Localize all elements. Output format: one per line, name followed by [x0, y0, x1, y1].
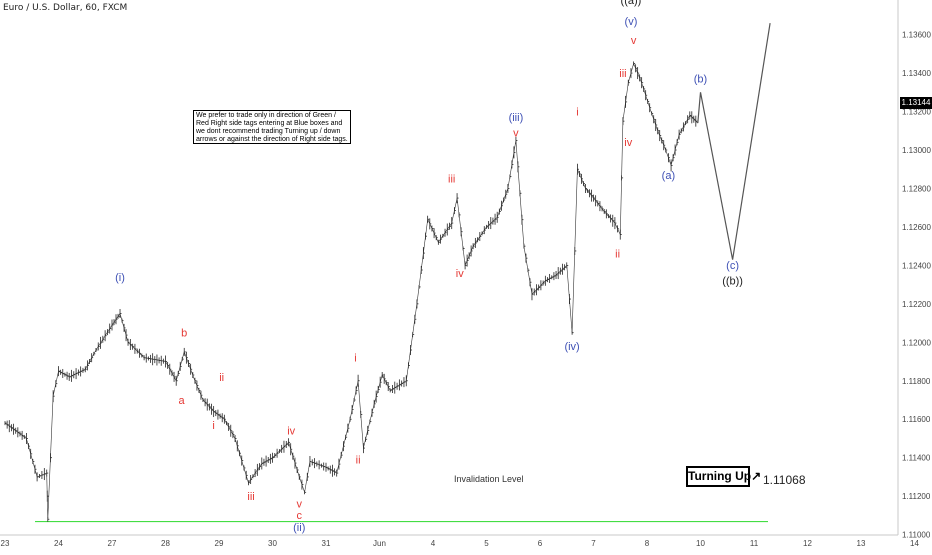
- x-tick-label: 31: [322, 539, 331, 548]
- y-tick-label: 1.11600: [902, 415, 931, 424]
- x-tick-label: 30: [268, 539, 277, 548]
- wave-label: c: [297, 510, 303, 522]
- invalidation-value: 1.11068: [763, 473, 806, 487]
- y-tick-label: 1.12000: [902, 338, 931, 347]
- x-tick-label: 23: [1, 539, 10, 548]
- turning-up-label: Turning Up: [688, 469, 752, 483]
- wave-label: iii: [448, 174, 455, 186]
- wave-label: iv: [287, 426, 295, 438]
- y-tick-label: 1.11200: [902, 492, 931, 501]
- wave-label: v: [631, 35, 637, 47]
- wave-label: iv: [456, 268, 464, 280]
- wave-label: v: [513, 128, 519, 140]
- wave-label: ((b)): [722, 276, 743, 288]
- wave-label: i: [212, 420, 214, 432]
- current-price-tag: 1.13144: [900, 97, 932, 109]
- x-tick-label: 13: [857, 539, 866, 548]
- wave-label: i: [354, 353, 356, 365]
- wave-label: (a): [662, 170, 675, 182]
- x-tick-label: Jun: [373, 539, 386, 548]
- y-tick-label: 1.12400: [902, 261, 931, 270]
- x-tick-label: 29: [215, 539, 224, 548]
- y-tick-label: 1.13600: [902, 31, 931, 40]
- wave-label: ii: [615, 249, 620, 261]
- wave-label: i: [576, 106, 578, 118]
- wave-label: (iii): [509, 112, 524, 124]
- wave-label: v: [297, 499, 303, 511]
- x-tick-label: 24: [54, 539, 63, 548]
- wave-label: iii: [247, 491, 254, 503]
- wave-label: b: [181, 328, 187, 340]
- x-tick-label: 28: [161, 539, 170, 548]
- wave-label: iii: [619, 68, 626, 80]
- wave-label: (i): [115, 272, 125, 284]
- turning-up-box: Turning Up↗: [686, 466, 761, 487]
- y-tick-label: 1.11800: [902, 377, 931, 386]
- projection-path: [697, 23, 771, 260]
- wave-label: ii: [219, 372, 224, 384]
- x-tick-label: 4: [431, 539, 436, 548]
- y-tick-label: 1.11400: [902, 454, 931, 463]
- y-tick-label: 1.12200: [902, 300, 931, 309]
- y-tick-label: 1.13200: [902, 108, 931, 117]
- wave-label: (v): [625, 16, 638, 28]
- arrow-up-icon: ↗: [751, 469, 762, 483]
- wave-label: (c): [726, 260, 739, 272]
- y-tick-label: 1.12800: [902, 184, 931, 193]
- wave-label: ((a)): [621, 0, 642, 7]
- chart-title: Euro / U.S. Dollar, 60, FXCM: [3, 3, 128, 13]
- trading-note: We prefer to trade only in direction of …: [193, 110, 351, 144]
- wave-label: ii: [356, 454, 361, 466]
- x-tick-label: 7: [591, 539, 596, 548]
- x-tick-label: 11: [750, 539, 759, 548]
- y-tick-label: 1.13400: [902, 69, 931, 78]
- x-tick-label: 8: [645, 539, 650, 548]
- wave-label: (iv): [564, 341, 579, 353]
- x-tick-label: 12: [803, 539, 812, 548]
- y-tick-label: 1.11000: [902, 531, 931, 540]
- price-line: [4, 62, 699, 520]
- y-tick-label: 1.12600: [902, 223, 931, 232]
- wave-label: a: [178, 395, 185, 407]
- wave-label: (b): [694, 74, 707, 86]
- y-tick-label: 1.13000: [902, 146, 931, 155]
- invalidation-label: Invalidation Level: [454, 474, 524, 484]
- x-tick-label: 5: [484, 539, 489, 548]
- x-tick-label: 10: [696, 539, 705, 548]
- x-tick-label: 27: [108, 539, 117, 548]
- x-tick-label: 6: [538, 539, 543, 548]
- wave-label: (ii): [293, 522, 305, 534]
- x-tick-label: 14: [910, 539, 919, 548]
- wave-label: iv: [624, 137, 632, 149]
